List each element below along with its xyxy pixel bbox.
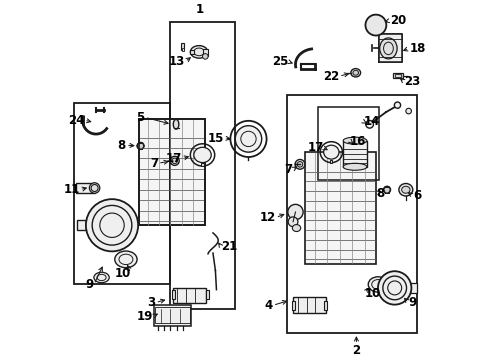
Ellipse shape — [172, 158, 177, 164]
Bar — [170, 22, 235, 309]
Text: 18: 18 — [409, 42, 426, 55]
Bar — [76, 183, 95, 193]
Ellipse shape — [368, 277, 388, 292]
Ellipse shape — [235, 126, 262, 152]
Ellipse shape — [115, 251, 137, 268]
Ellipse shape — [202, 54, 208, 59]
Text: 8: 8 — [118, 139, 126, 152]
Text: 17: 17 — [166, 152, 182, 165]
Bar — [181, 43, 184, 50]
Text: 15: 15 — [208, 132, 224, 145]
Ellipse shape — [295, 159, 305, 169]
Ellipse shape — [190, 46, 208, 58]
Bar — [206, 291, 209, 299]
Text: 2: 2 — [352, 344, 361, 357]
Ellipse shape — [380, 38, 397, 59]
Ellipse shape — [170, 156, 179, 165]
Bar — [343, 141, 367, 167]
Circle shape — [91, 185, 98, 192]
Ellipse shape — [343, 137, 367, 144]
Bar — [293, 301, 295, 310]
Circle shape — [288, 217, 298, 227]
Ellipse shape — [353, 70, 359, 75]
Ellipse shape — [343, 163, 367, 170]
Text: 7: 7 — [150, 157, 158, 170]
Text: 24: 24 — [68, 114, 84, 127]
Bar — [155, 307, 190, 323]
Ellipse shape — [94, 272, 109, 283]
Text: 9: 9 — [409, 296, 417, 309]
Polygon shape — [379, 35, 402, 62]
Bar — [182, 48, 184, 51]
Text: 4: 4 — [265, 299, 273, 312]
Ellipse shape — [324, 145, 339, 159]
Circle shape — [394, 102, 401, 108]
Text: 1: 1 — [196, 3, 204, 16]
Ellipse shape — [137, 143, 144, 149]
Bar — [410, 283, 416, 293]
Ellipse shape — [399, 184, 413, 196]
Text: 17: 17 — [307, 141, 324, 154]
Text: 11: 11 — [64, 183, 80, 196]
Bar — [77, 220, 86, 230]
Bar — [201, 163, 203, 166]
Bar — [172, 291, 174, 299]
Ellipse shape — [402, 186, 410, 193]
Bar — [74, 103, 170, 284]
Bar — [139, 119, 205, 225]
Text: 16: 16 — [350, 135, 367, 148]
Text: 3: 3 — [147, 296, 155, 309]
Bar — [305, 152, 376, 264]
Bar — [293, 297, 326, 313]
Bar — [324, 301, 327, 310]
Text: 14: 14 — [364, 115, 380, 128]
Ellipse shape — [293, 225, 301, 231]
Ellipse shape — [288, 204, 303, 220]
Ellipse shape — [173, 120, 179, 129]
Bar — [393, 73, 403, 78]
Circle shape — [86, 199, 138, 251]
Circle shape — [366, 121, 373, 128]
Circle shape — [406, 108, 412, 114]
Bar — [287, 95, 417, 333]
Bar — [202, 49, 208, 57]
Bar — [190, 50, 194, 54]
Ellipse shape — [194, 147, 211, 163]
Text: 20: 20 — [390, 14, 406, 27]
Text: 8: 8 — [376, 187, 385, 200]
Ellipse shape — [351, 69, 361, 77]
Bar — [154, 305, 192, 325]
Text: 9: 9 — [86, 278, 94, 291]
Ellipse shape — [89, 183, 100, 193]
Text: 25: 25 — [272, 55, 288, 68]
Ellipse shape — [297, 162, 303, 167]
Text: 19: 19 — [136, 310, 153, 323]
Text: 23: 23 — [404, 75, 421, 88]
Bar — [172, 288, 206, 302]
Circle shape — [378, 271, 412, 305]
Text: 22: 22 — [323, 70, 339, 83]
Text: 10: 10 — [365, 287, 381, 300]
Text: 6: 6 — [413, 189, 421, 202]
Bar — [318, 107, 379, 180]
Text: 5: 5 — [137, 111, 145, 124]
Bar — [330, 160, 332, 163]
Text: 7: 7 — [284, 163, 293, 176]
Text: 12: 12 — [259, 211, 276, 224]
Bar — [395, 74, 401, 77]
Ellipse shape — [384, 186, 391, 193]
Text: 13: 13 — [169, 55, 185, 68]
Circle shape — [366, 15, 386, 36]
Text: 21: 21 — [221, 240, 238, 253]
Text: 10: 10 — [115, 267, 131, 280]
